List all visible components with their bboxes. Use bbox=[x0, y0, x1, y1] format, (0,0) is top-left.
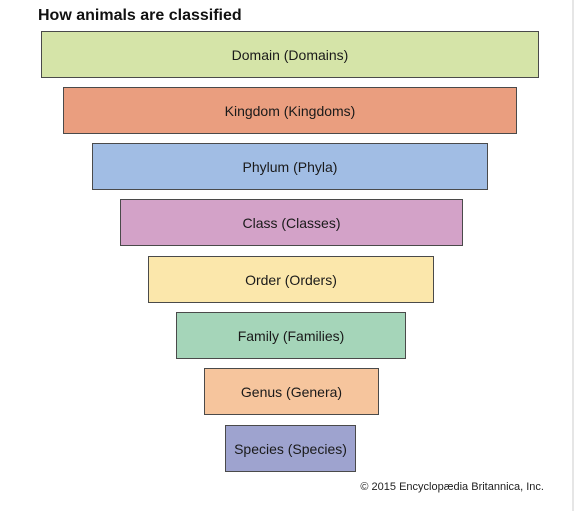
level-phylum: Phylum (Phyla) bbox=[92, 143, 488, 190]
right-border bbox=[572, 0, 574, 511]
diagram-title: How animals are classified bbox=[38, 7, 242, 24]
level-family: Family (Families) bbox=[176, 312, 406, 359]
copyright-notice: © 2015 Encyclopædia Britannica, Inc. bbox=[360, 481, 544, 493]
level-kingdom: Kingdom (Kingdoms) bbox=[63, 87, 517, 134]
level-genus: Genus (Genera) bbox=[204, 368, 379, 415]
level-class: Class (Classes) bbox=[120, 199, 463, 246]
level-species: Species (Species) bbox=[225, 425, 356, 472]
level-order: Order (Orders) bbox=[148, 256, 434, 303]
level-domain: Domain (Domains) bbox=[41, 31, 539, 78]
